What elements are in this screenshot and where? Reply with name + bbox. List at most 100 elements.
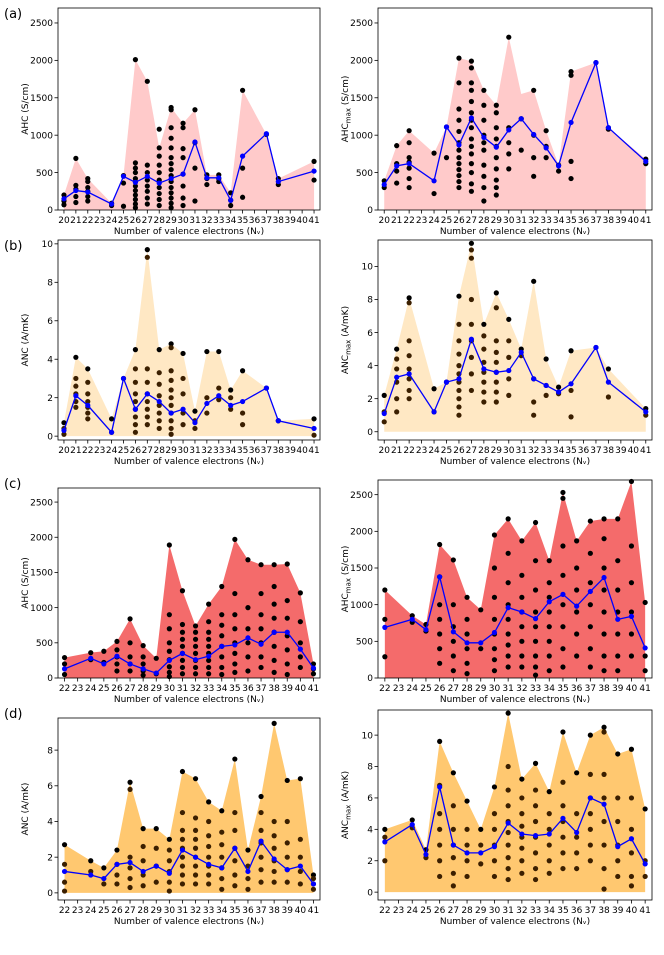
x-tick-label: 37	[261, 216, 272, 226]
data-point	[568, 414, 574, 420]
data-point	[456, 167, 462, 173]
data-point	[168, 125, 174, 131]
data-point	[532, 519, 539, 526]
x-tick-label: 40	[295, 684, 307, 694]
mean-point	[450, 842, 456, 848]
mean-point	[531, 376, 537, 382]
data-point	[394, 409, 400, 415]
data-point	[456, 106, 462, 112]
data-point	[601, 516, 607, 522]
data-point	[381, 392, 387, 398]
data-point	[491, 668, 498, 674]
mean-point	[601, 801, 607, 807]
data-point	[574, 587, 580, 593]
data-point	[284, 615, 290, 621]
data-point	[216, 397, 222, 403]
data-point	[456, 338, 462, 344]
data-point	[73, 354, 79, 360]
data-point	[132, 192, 139, 198]
data-point	[206, 818, 212, 825]
data-point	[518, 147, 524, 153]
data-point	[478, 842, 484, 848]
data-point	[179, 671, 186, 677]
panel-label-c: (c)	[4, 477, 21, 492]
data-point	[587, 732, 593, 738]
data-point	[101, 648, 107, 654]
data-point	[206, 643, 212, 649]
data-point	[232, 858, 238, 864]
data-point	[468, 296, 475, 303]
y-tick-label: 0	[367, 206, 373, 216]
data-point	[481, 359, 487, 365]
y-tick-label: 6	[47, 317, 53, 327]
y-tick-label: 500	[36, 169, 53, 179]
data-point	[437, 660, 443, 666]
x-axis-label: Number of valence electrons (Nᵥ)	[114, 917, 264, 927]
data-point	[132, 347, 139, 353]
mean-point	[431, 178, 437, 184]
x-tick-label: 38	[598, 906, 610, 916]
x-tick-label: 24	[428, 446, 440, 456]
data-point	[311, 158, 317, 164]
y-tick-label: 500	[356, 638, 373, 648]
x-tick-label: 41	[640, 446, 651, 456]
data-point	[156, 418, 162, 424]
y-tick-label: 4	[367, 362, 373, 372]
data-point	[493, 155, 499, 161]
x-tick-label: 41	[308, 446, 319, 456]
x-tick-label: 36	[578, 446, 590, 456]
mean-point	[443, 124, 450, 130]
x-tick-label: 21	[391, 216, 402, 226]
y-tick-label: 1500	[30, 94, 53, 104]
data-point	[615, 873, 621, 880]
data-point	[271, 562, 277, 568]
mean-point	[284, 629, 290, 635]
data-point	[192, 107, 198, 113]
data-point	[456, 293, 462, 299]
data-point	[85, 410, 91, 416]
data-point	[310, 671, 317, 677]
mean-point	[73, 393, 79, 399]
data-point	[546, 609, 552, 615]
data-point	[297, 664, 303, 671]
data-point	[532, 818, 539, 825]
data-point	[568, 68, 574, 75]
x-tick-label: 26	[111, 684, 123, 694]
data-point	[506, 34, 512, 40]
data-point	[232, 661, 238, 667]
y-axis-label: AHCmax (S/cm)	[341, 546, 353, 613]
mean-line	[383, 60, 647, 185]
data-point	[180, 183, 186, 189]
y-tick-label: 2	[47, 394, 53, 404]
data-point	[114, 881, 120, 887]
data-point	[228, 202, 234, 209]
mean-point	[284, 867, 290, 873]
data-point	[219, 808, 225, 814]
data-point	[437, 738, 443, 745]
x-tick-label: 33	[203, 684, 214, 694]
data-point	[456, 396, 462, 402]
data-point	[574, 770, 580, 776]
data-point	[219, 583, 225, 590]
mean-line	[63, 132, 315, 205]
data-point	[437, 631, 443, 637]
data-point	[546, 558, 552, 564]
data-point	[180, 350, 186, 357]
mean-point	[491, 844, 498, 850]
data-point	[192, 623, 199, 629]
y-axis-label-sub: max	[345, 108, 353, 123]
mean-point	[615, 616, 621, 622]
data-point	[206, 636, 212, 642]
data-point	[568, 175, 574, 182]
x-tick-label: 26	[453, 216, 465, 226]
data-point	[587, 550, 593, 556]
x-tick-label: 34	[544, 906, 556, 916]
envelope-area	[64, 723, 314, 893]
data-point	[560, 850, 566, 856]
mean-point	[546, 599, 552, 605]
x-tick-label: 35	[229, 906, 240, 916]
data-point	[505, 876, 511, 883]
data-point	[85, 398, 91, 405]
mean-point	[593, 344, 599, 351]
